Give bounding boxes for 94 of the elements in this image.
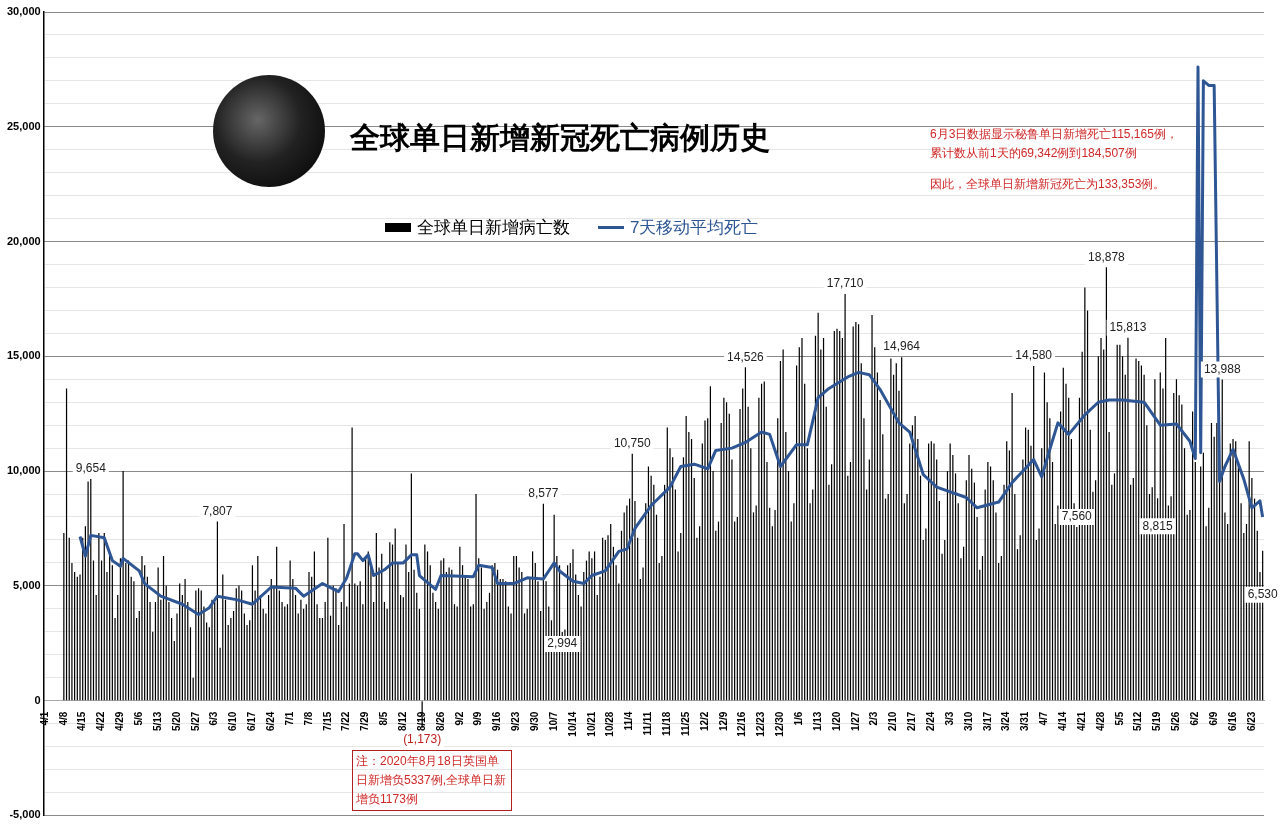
x-tick-label: 12/9 [717, 711, 729, 732]
x-tick-label: 9/16 [491, 711, 503, 732]
x-tick-label: 11/4 [623, 711, 635, 731]
data-label: 6,530 [1247, 587, 1278, 602]
x-tick-label: 7/1 [283, 711, 295, 726]
y-tick-label: -5,000 [9, 808, 41, 821]
x-tick-label: 1/20 [830, 711, 842, 732]
text: 全球单日新增新冠死亡病例历史 [350, 120, 770, 156]
x-tick-label: 10/7 [547, 711, 559, 732]
x-tick-label: 7/22 [340, 711, 352, 732]
data-label: 2,994 [547, 636, 578, 651]
x-tick-label: 1/13 [811, 711, 823, 732]
y-tick-label: 15,000 [6, 349, 41, 362]
x-tick-label: 5/13 [151, 711, 163, 732]
x-tick-label: 4/29 [114, 711, 126, 732]
x-tick-label: 4/7 [1038, 711, 1050, 726]
x-tick-label: 6/16 [1226, 711, 1238, 732]
x-tick-label: 3/3 [943, 711, 955, 726]
data-label: 10,750 [613, 436, 651, 451]
legend-label: 全球单日新增病亡数 [417, 217, 570, 239]
x-tick-label: 12/30 [774, 711, 786, 737]
x-tick-label: 2/24 [925, 711, 937, 732]
x-tick-label: 7/29 [359, 711, 371, 732]
data-label: 14,580 [1015, 348, 1053, 363]
x-tick-label: 5/6 [133, 711, 145, 726]
data-label: (1,173) [403, 731, 442, 746]
x-tick-label: 2/17 [906, 711, 918, 732]
x-tick-label: 3/24 [1000, 711, 1012, 732]
x-tick-label: 6/9 [1207, 711, 1219, 726]
x-tick-label: 8/12 [397, 711, 409, 732]
y-tick-label: 0 [34, 693, 41, 706]
x-tick-label: 4/15 [76, 711, 88, 732]
x-tick-label: 6/17 [246, 711, 258, 732]
legend-label: 7天移动平均死亡 [630, 217, 759, 239]
x-tick-label: 6/24 [265, 711, 277, 732]
annotation: 因此，全球单日新增新冠死亡为133,353例。 [930, 176, 1166, 193]
data-label: 13,988 [1203, 361, 1241, 376]
data-label: 15,813 [1109, 319, 1147, 334]
data-label: 8,815 [1142, 518, 1173, 533]
data-label: 8,577 [528, 486, 559, 501]
y-tick-label: 10,000 [6, 464, 41, 477]
x-tick-label: 1/6 [793, 711, 805, 726]
x-tick-label: 2/3 [868, 711, 880, 726]
x-tick-label: 5/12 [1132, 711, 1144, 732]
y-tick-label: 25,000 [6, 119, 41, 132]
data-label: 7,560 [1061, 509, 1093, 524]
data-label: 7,807 [202, 503, 233, 518]
x-tick-label: 8/19 [415, 711, 427, 732]
data-label: 14,964 [883, 339, 921, 354]
x-tick-label: 6/10 [227, 711, 239, 732]
x-tick-label: 9/23 [510, 711, 522, 732]
x-tick-label: 9/9 [472, 711, 484, 726]
x-tick-label: 7/15 [321, 711, 333, 732]
x-tick-label: 10/28 [604, 711, 616, 737]
x-tick-label: 9/2 [453, 711, 465, 726]
x-tick-label: 5/5 [1113, 711, 1125, 726]
y-tick-label: 30,000 [6, 5, 41, 18]
x-tick-label: 11/18 [661, 711, 673, 737]
x-tick-label: 7/8 [302, 711, 314, 726]
x-tick-label: 3/10 [962, 711, 974, 732]
data-label: 17,710 [826, 276, 864, 291]
x-tick-label: 10/21 [585, 711, 597, 737]
x-tick-label: 3/17 [981, 711, 993, 732]
x-tick-label: 4/14 [1057, 711, 1069, 732]
x-tick-label: 5/20 [170, 711, 182, 732]
x-tick-label: 12/2 [698, 711, 710, 732]
x-tick-label: 4/28 [1094, 711, 1106, 732]
x-tick-label: 4/22 [95, 711, 107, 732]
x-tick-label: 9/30 [529, 711, 541, 732]
x-tick-label: 6/23 [1245, 711, 1257, 732]
x-tick-label: 6/2 [1189, 711, 1201, 726]
x-tick-label: 11/25 [679, 711, 691, 737]
x-tick-label: 5/26 [1170, 711, 1182, 732]
x-tick-label: 4/8 [57, 711, 69, 726]
x-tick-label: 8/5 [378, 711, 390, 726]
y-tick-label: 5,000 [13, 578, 41, 591]
x-tick-label: 8/26 [434, 711, 446, 732]
annotation: 注：2020年8月18日英国单日新增负5337例,全球单日新增负1173例 [352, 750, 512, 811]
x-tick-label: 3/31 [1019, 711, 1031, 732]
x-tick-label: 12/16 [736, 711, 748, 737]
x-tick-label: 2/10 [887, 711, 899, 732]
x-tick-label: 6/3 [208, 711, 220, 726]
x-tick-label: 11/11 [642, 711, 654, 736]
x-tick-label: 4/21 [1075, 711, 1087, 732]
x-tick-label: 12/23 [755, 711, 767, 737]
x-tick-label: 1/27 [849, 711, 861, 732]
annotation: 6月3日数据显示秘鲁单日新增死亡115,165例，累计数从前1天的69,342例到184,507例 [930, 126, 1179, 162]
data-label: 14,526 [727, 349, 765, 364]
x-tick-label: 10/14 [566, 711, 578, 737]
x-tick-label: 5/19 [1151, 711, 1163, 732]
data-label: 18,878 [1088, 249, 1126, 264]
x-tick-label: 5/27 [189, 711, 201, 732]
y-tick-label: 20,000 [6, 234, 41, 247]
data-label: 9,654 [75, 461, 107, 476]
